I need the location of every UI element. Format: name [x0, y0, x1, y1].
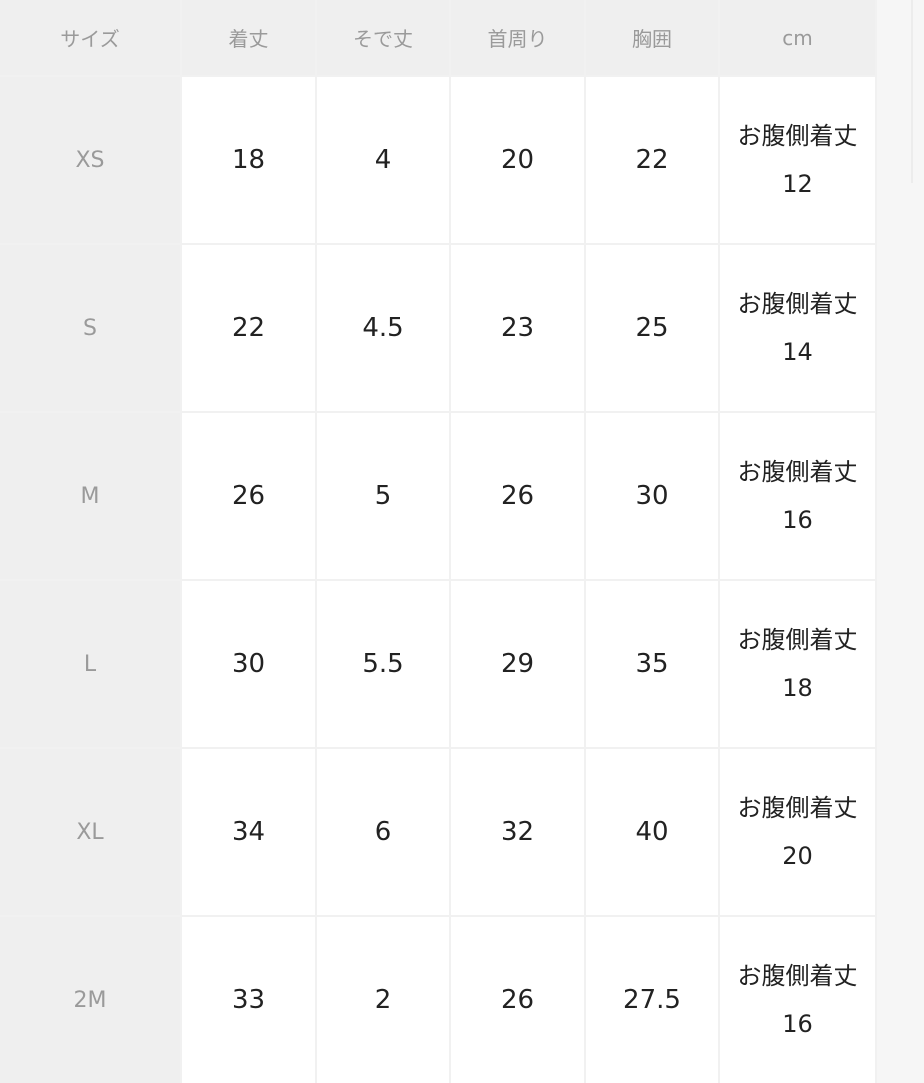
row-size-label: L	[0, 581, 180, 747]
table-cell: 32	[451, 749, 584, 915]
note-value: 12	[782, 170, 813, 198]
note-cell: お腹側着丈 16	[720, 917, 875, 1083]
note-label: お腹側着丈	[737, 626, 858, 654]
table-cell: 22	[182, 245, 315, 411]
table-cell: 6	[317, 749, 449, 915]
note-label: お腹側着丈	[737, 962, 858, 990]
scrollbar[interactable]	[911, 0, 913, 183]
table-cell: 27.5	[586, 917, 718, 1083]
table-cell: 34	[182, 749, 315, 915]
note-cell: お腹側着丈 20	[720, 749, 875, 915]
table-cell: 30	[182, 581, 315, 747]
row-size-label: 2M	[0, 917, 180, 1083]
table-cell: 4.5	[317, 245, 449, 411]
note-cell: お腹側着丈 12	[720, 77, 875, 243]
table-cell: 26	[182, 413, 315, 579]
column-header: 着丈	[182, 0, 315, 75]
table-cell: 40	[586, 749, 718, 915]
table-cell: 33	[182, 917, 315, 1083]
note-value: 20	[782, 842, 813, 870]
table-cell: 5.5	[317, 581, 449, 747]
note-label: お腹側着丈	[737, 458, 858, 486]
table-cell: 20	[451, 77, 584, 243]
column-header: 首周り	[451, 0, 584, 75]
size-chart-table: サイズ 着丈 そで丈 首周り 胸囲 cm XS 18 4 20 22 お腹側着丈 12 S 22 4.5 23 2…	[0, 0, 875, 1083]
table-cell: 30	[586, 413, 718, 579]
note-cell: お腹側着丈 18	[720, 581, 875, 747]
note-value: 14	[782, 338, 813, 366]
note-value: 16	[782, 506, 813, 534]
row-size-label: M	[0, 413, 180, 579]
table-cell: 25	[586, 245, 718, 411]
column-header: cm	[720, 0, 875, 75]
note-value: 18	[782, 674, 813, 702]
note-label: お腹側着丈	[737, 290, 858, 318]
row-size-label: XL	[0, 749, 180, 915]
table-cell: 22	[586, 77, 718, 243]
table-cell: 5	[317, 413, 449, 579]
note-label: お腹側着丈	[737, 122, 858, 150]
table-cell: 26	[451, 917, 584, 1083]
table-cell: 26	[451, 413, 584, 579]
column-header: サイズ	[0, 0, 180, 75]
note-cell: お腹側着丈 14	[720, 245, 875, 411]
note-cell: お腹側着丈 16	[720, 413, 875, 579]
table-cell: 18	[182, 77, 315, 243]
note-label: お腹側着丈	[737, 794, 858, 822]
table-cell: 35	[586, 581, 718, 747]
row-size-label: XS	[0, 77, 180, 243]
table-cell: 2	[317, 917, 449, 1083]
table-cell: 29	[451, 581, 584, 747]
column-header: そで丈	[317, 0, 449, 75]
table-cell: 4	[317, 77, 449, 243]
table-cell: 23	[451, 245, 584, 411]
row-size-label: S	[0, 245, 180, 411]
note-value: 16	[782, 1010, 813, 1038]
column-header: 胸囲	[586, 0, 718, 75]
